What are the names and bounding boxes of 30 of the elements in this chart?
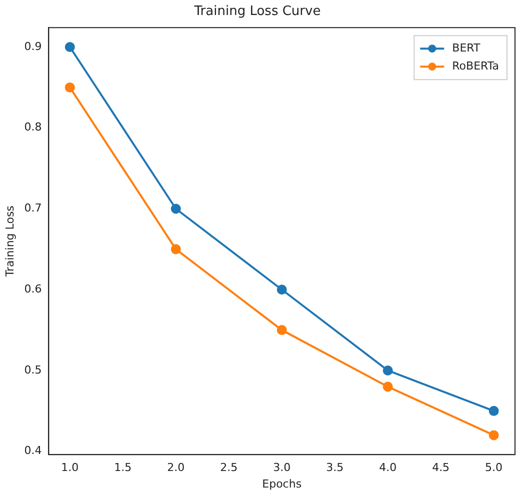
x-tick-label: 4.0 [379,461,397,474]
x-tick-label: 1.0 [61,461,79,474]
point [382,382,393,392]
point [170,244,181,254]
x-tick-label: 3.0 [273,461,291,474]
x-axis-title: Epochs [262,477,302,490]
point [64,42,75,52]
y-tick-label: 0.9 [24,40,42,53]
x-tick-label: 4.5 [432,461,450,474]
point [488,406,499,416]
point [382,365,393,376]
y-axis-title: Training Loss [3,205,16,278]
point [276,284,287,295]
legend-label: RoBERTa [452,59,499,72]
point [64,82,75,92]
point [276,325,287,336]
x-tick-label: 1.5 [114,461,132,474]
x-tick-label: 2.5 [220,461,238,474]
legend-label: BERT [452,41,480,54]
point [488,430,499,440]
x-tick-label: 2.0 [167,461,185,474]
y-tick-label: 0.8 [24,120,42,134]
y-tick-label: 0.4 [24,444,42,458]
y-tick-label: 0.7 [24,202,42,215]
point [170,204,181,214]
y-tick-label: 0.5 [24,363,42,376]
x-tick-label: 3.5 [326,461,344,474]
chart-title: Training Loss Curve [193,4,321,20]
y-tick-label: 0.6 [24,282,42,296]
x-tick-label: 5.0 [485,461,503,474]
